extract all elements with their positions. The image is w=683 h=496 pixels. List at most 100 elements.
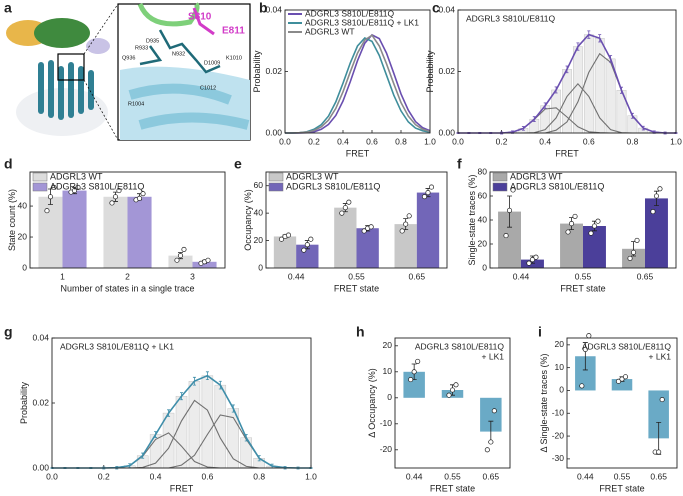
data-point [526,260,532,266]
x-tick-label: 0.55 [614,471,631,481]
legend-label: ADGRL3 S810L/E811Q [50,181,144,191]
data-point [425,190,431,196]
y-tick-label: -20 [552,430,565,440]
legend-label: ADGRL3 WT [286,171,339,181]
y-tick-label: 0 [559,385,564,395]
data-point [112,194,119,200]
x-tick-label: 0.6 [583,136,595,146]
data-point [533,254,539,260]
legend-swatch [268,182,284,192]
legend-swatch [492,172,508,182]
x-tick-label: 0.65 [650,471,667,481]
chart-title: + LK1 [482,351,505,361]
data-point [177,253,184,259]
y-axis-label: Δ Occupancy (%) [367,368,377,438]
plot-frame [29,171,226,269]
series-line [285,34,431,134]
x-tick-label: 0.65 [637,271,654,281]
x-tick-label: 0.8 [253,471,265,481]
data-point [582,346,588,352]
data-point [174,257,180,263]
x-tick-label: 0.44 [577,471,594,481]
residue-label: S810 [188,12,212,23]
bar [334,207,357,268]
y-tick-label: 0.00 [265,127,282,137]
bar [127,196,152,268]
data-point [568,221,575,227]
x-axis-label: FRET state [334,283,379,293]
inset-art [120,2,250,140]
legend-label: ADGRL3 WT [305,26,355,36]
data-point [630,249,637,255]
y-tick-label: -20 [380,444,393,454]
panel-label: h [356,324,365,340]
residue-label: E811 [222,26,245,37]
data-point [491,408,497,414]
x-tick-label: 3 [190,271,195,281]
x-axis-label: FRET state [599,483,644,493]
data-point [506,207,513,213]
x-tick-label: 0.2 [308,136,320,146]
data-point [368,224,374,230]
y-tick-label: -30 [552,453,565,463]
series-line [285,33,431,134]
zoom-box [57,53,85,81]
y-axis-label: Occupancy (%) [243,189,253,251]
data-point [339,210,345,216]
data-point [484,447,490,453]
x-tick-label: 0.2 [98,471,110,481]
bar [521,259,544,268]
residue-label: R933 [135,45,148,51]
histogram-bar [240,437,252,469]
y-tick-label: 80 [478,166,488,176]
data-point [627,255,633,261]
data-point [399,228,405,234]
x-tick-label: 0.8 [395,136,407,146]
data-point [140,191,146,197]
data-point [346,199,352,205]
y-tick-label: 20 [18,231,28,241]
plot-frame [284,9,431,134]
data-point [301,247,307,253]
data-point [446,392,452,398]
x-axis-label: FRET [346,148,370,158]
bar [648,390,669,439]
y-tick-label: 0 [482,262,487,272]
data-point [361,228,367,234]
y-tick-label: 40 [18,200,28,210]
data-point [44,208,50,214]
data-point [653,193,660,199]
legend-label: ADGRL3 S810L/E811Q [305,8,395,18]
y-axis-label: Probability [252,50,262,93]
bar [480,397,502,432]
loop [137,2,200,27]
error-bar [532,116,536,123]
y-axis-label: Δ Single-state traces (%) [539,353,549,452]
plot-frame [394,337,511,469]
x-tick-label: 0.65 [483,471,500,481]
y-tick-label: 20 [478,238,488,248]
helix [58,66,64,120]
data-point [304,242,310,248]
helix [138,112,250,130]
histogram-bar [573,46,583,134]
data-point [503,233,509,239]
x-tick-label: 0.2 [496,136,508,146]
data-point [453,382,459,388]
error-bar [576,42,580,51]
legend-label: ADGRL3 WT [510,171,563,181]
x-tick-label: 0.44 [288,271,305,281]
residue-label: N932 [172,51,185,57]
y-axis-label: Single-state traces (%) [467,174,477,265]
data-point [181,246,187,252]
bar [394,224,417,268]
residue-sticks [139,29,221,74]
bar [583,226,606,268]
histogram-bar [583,34,594,134]
chart-title: ADGRL3 S810L/E811Q [466,13,556,23]
panel-label: b [259,0,268,16]
y-tick-label: 20 [555,339,565,349]
legend-swatch [32,172,48,182]
helix [38,62,44,114]
error-bar [620,86,623,94]
